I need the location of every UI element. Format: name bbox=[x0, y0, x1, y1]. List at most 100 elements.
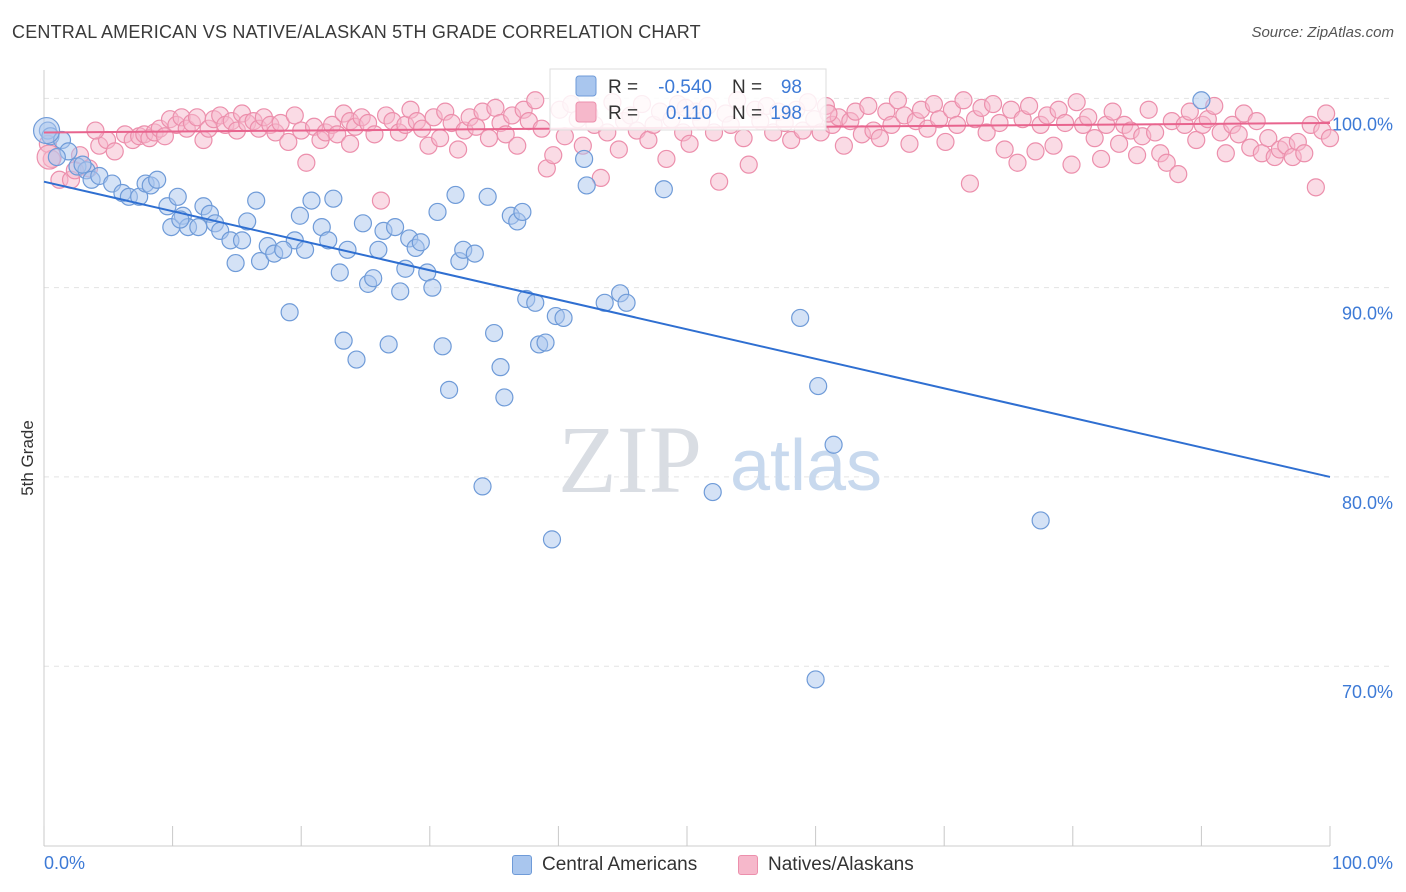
data-point-natives-alaskans bbox=[834, 136, 853, 155]
x-tick-label: 0.0% bbox=[44, 853, 85, 873]
data-point-central-americans bbox=[148, 170, 167, 189]
data-point-natives-alaskans bbox=[1044, 136, 1063, 155]
data-point-natives-alaskans bbox=[1187, 130, 1206, 150]
data-point-central-americans bbox=[319, 231, 338, 250]
data-point-central-americans bbox=[554, 308, 573, 328]
data-point-central-americans bbox=[47, 147, 66, 167]
axes: 0.0% 100.0% bbox=[43, 70, 1393, 873]
data-point-central-americans bbox=[250, 252, 270, 271]
data-point-natives-alaskans bbox=[1306, 178, 1325, 197]
stats-swatch-pink bbox=[575, 101, 597, 123]
y-tick-label: 90.0% bbox=[1342, 304, 1393, 324]
data-point-natives-alaskans bbox=[680, 134, 699, 153]
data-point-natives-alaskans bbox=[86, 121, 105, 140]
data-point-central-americans bbox=[428, 202, 447, 222]
data-point-central-americans bbox=[232, 231, 252, 250]
stats-n-label-1: N = bbox=[732, 77, 762, 98]
data-point-natives-alaskans bbox=[1180, 102, 1199, 121]
data-point-central-americans bbox=[418, 263, 437, 282]
data-point-central-americans bbox=[290, 206, 310, 225]
watermark-atlas: atlas bbox=[730, 426, 882, 506]
stats-r-label-1: R = bbox=[608, 77, 638, 98]
data-point-natives-alaskans bbox=[340, 134, 360, 153]
y-tick-label: 100.0% bbox=[1332, 114, 1393, 134]
y-tick-label: 70.0% bbox=[1342, 682, 1393, 702]
data-point-natives-alaskans bbox=[1139, 100, 1158, 119]
data-point-central-americans bbox=[433, 337, 452, 356]
data-point-natives-alaskans bbox=[1079, 108, 1098, 127]
source-label: Source: ZipAtlas.com bbox=[1251, 24, 1394, 41]
data-point-central-americans bbox=[302, 191, 321, 210]
data-point-central-americans bbox=[491, 358, 510, 377]
data-point-natives-alaskans bbox=[870, 129, 890, 148]
data-point-natives-alaskans bbox=[924, 94, 944, 114]
data-point-natives-alaskans bbox=[466, 117, 486, 136]
data-point-natives-alaskans bbox=[609, 140, 628, 159]
data-point-natives-alaskans bbox=[1247, 112, 1266, 131]
data-point-natives-alaskans bbox=[1103, 102, 1122, 121]
legend-item-central-americans[interactable]: Central Americans bbox=[512, 854, 697, 876]
legend: Central Americans Natives/Alaskans bbox=[0, 848, 1406, 882]
central-americans-points bbox=[32, 91, 1211, 689]
stats-swatch-blue bbox=[575, 75, 597, 97]
trend-line-central-americans bbox=[43, 180, 1331, 478]
legend-label: Natives/Alaskans bbox=[768, 854, 914, 875]
grid-lines: 70.0% 80.0% 90.0% 100.0% bbox=[44, 97, 1394, 702]
data-point-central-americans bbox=[330, 263, 349, 282]
y-tick-label: 80.0% bbox=[1342, 493, 1393, 513]
data-point-central-americans bbox=[280, 303, 299, 322]
data-point-natives-alaskans bbox=[859, 96, 878, 116]
data-point-natives-alaskans bbox=[1295, 144, 1314, 163]
data-point-natives-alaskans bbox=[1146, 123, 1165, 142]
data-point-natives-alaskans bbox=[710, 172, 729, 191]
data-point-central-americans bbox=[324, 189, 343, 208]
data-point-natives-alaskans bbox=[1317, 104, 1336, 123]
data-point-natives-alaskans bbox=[657, 149, 676, 169]
data-point-natives-alaskans bbox=[365, 125, 384, 144]
data-point-natives-alaskans bbox=[995, 140, 1014, 159]
data-point-natives-alaskans bbox=[639, 130, 658, 150]
data-point-natives-alaskans bbox=[279, 132, 298, 152]
data-point-central-americans bbox=[473, 477, 492, 496]
data-point-natives-alaskans bbox=[526, 91, 545, 110]
data-point-natives-alaskans bbox=[739, 155, 758, 174]
legend-item-natives-alaskans[interactable]: Natives/Alaskans bbox=[738, 854, 914, 876]
data-point-natives-alaskans bbox=[1216, 144, 1235, 163]
data-point-natives-alaskans bbox=[1067, 93, 1086, 112]
data-point-central-americans bbox=[1192, 91, 1211, 110]
data-point-central-americans bbox=[575, 149, 594, 169]
data-point-central-americans bbox=[478, 187, 497, 206]
legend-swatch-blue bbox=[512, 855, 532, 875]
data-point-natives-alaskans bbox=[544, 146, 563, 165]
data-point-natives-alaskans bbox=[430, 129, 450, 148]
data-point-natives-alaskans bbox=[983, 94, 1003, 114]
stats-n-label-2: N = bbox=[732, 103, 762, 124]
stats-r-label-2: R = bbox=[608, 103, 638, 124]
data-point-natives-alaskans bbox=[1320, 129, 1340, 148]
data-point-central-americans bbox=[577, 176, 596, 195]
data-point-natives-alaskans bbox=[1008, 153, 1027, 172]
data-point-central-americans bbox=[791, 308, 810, 328]
data-point-central-americans bbox=[809, 376, 828, 396]
data-point-natives-alaskans bbox=[508, 136, 527, 155]
legend-swatch-pink bbox=[738, 855, 758, 875]
data-point-central-americans bbox=[226, 253, 245, 273]
data-point-natives-alaskans bbox=[285, 106, 304, 125]
data-point-natives-alaskans bbox=[297, 153, 316, 172]
data-point-natives-alaskans bbox=[882, 115, 901, 134]
data-point-natives-alaskans bbox=[496, 125, 515, 144]
data-point-natives-alaskans bbox=[734, 129, 753, 148]
data-point-natives-alaskans bbox=[990, 113, 1009, 133]
data-point-natives-alaskans bbox=[929, 110, 949, 129]
stats-r-value-2: 0.110 bbox=[666, 103, 712, 124]
data-point-natives-alaskans bbox=[936, 132, 955, 152]
data-point-natives-alaskans bbox=[1026, 142, 1045, 161]
data-point-central-americans bbox=[73, 155, 92, 174]
data-point-central-americans bbox=[806, 670, 825, 689]
data-point-central-americans bbox=[542, 530, 562, 549]
stats-box: R = -0.540 N = 98 R = 0.110 N = 198 bbox=[549, 68, 827, 131]
data-point-natives-alaskans bbox=[1091, 149, 1111, 169]
data-point-central-americans bbox=[536, 333, 555, 352]
data-point-natives-alaskans bbox=[1157, 153, 1176, 172]
